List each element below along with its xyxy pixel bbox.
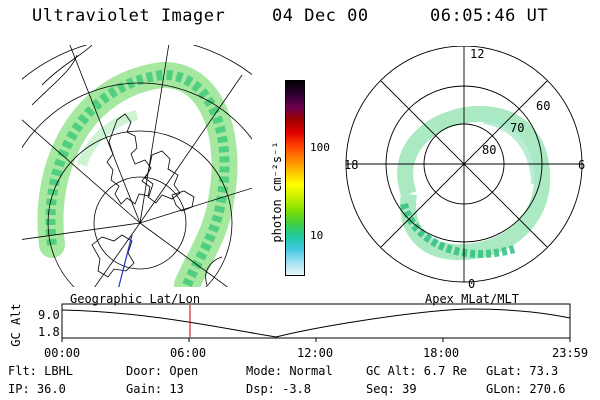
status-dsp: Dsp: -3.8 (246, 382, 312, 396)
coastline (106, 113, 154, 205)
alt-tick-9: 9.0 (38, 308, 60, 322)
time-tick-1800: 18:00 (423, 346, 460, 360)
status-glat: GLat: 73.3 (486, 364, 559, 378)
time-tick-2359: 23:59 (552, 346, 589, 360)
polar-panel-label: Apex MLat/MLT (425, 292, 519, 306)
mlt-label-6: 6 (578, 158, 585, 172)
colorbar-tick-10: 10 (310, 229, 324, 242)
status-gain: Gain: 13 (126, 382, 184, 396)
status-door: Door: Open (126, 364, 199, 378)
status-seq: Seq: 39 (366, 382, 417, 396)
auroral-oval-core (45, 69, 230, 287)
time-tick-0000: 00:00 (44, 346, 81, 360)
colorbar-tick-100: 100 (310, 141, 330, 154)
image-date: 04 Dec 00 (272, 6, 369, 26)
polar-oval-glow (397, 105, 551, 261)
polar-mlat-mlt-plot: 12 18 6 0 60 70 80 (344, 46, 585, 291)
colorbar (285, 80, 305, 276)
satellite-track (118, 234, 133, 287)
instrument-title: Ultraviolet Imager (32, 6, 226, 26)
geographic-auroral-image (22, 45, 252, 287)
status-filter: Flt: LBHL (8, 364, 74, 378)
status-ip: IP: 36.0 (8, 382, 66, 396)
mlat-label-80: 80 (482, 143, 496, 157)
status-gc-alt: GC Alt: 6.7 Re (366, 364, 468, 378)
mlt-label-0: 0 (468, 277, 475, 291)
mlt-label-12: 12 (470, 47, 484, 61)
image-time: 06:05:46 UT (430, 6, 549, 26)
time-tick-0600: 06:00 (170, 346, 207, 360)
status-mode: Mode: Normal (246, 364, 333, 378)
mlat-label-70: 70 (510, 121, 524, 135)
altitude-timeline (61, 303, 571, 342)
mlat-label-60: 60 (536, 99, 550, 113)
alt-axis-label: GC Alt (9, 303, 23, 347)
altitude-curve (61, 308, 571, 338)
mlt-label-18: 18 (344, 158, 358, 172)
alt-tick-1-8: 1.8 (38, 325, 60, 339)
geo-panel-label: Geographic Lat/Lon (70, 292, 201, 306)
colorbar-unit-label: photon cm⁻²s⁻¹ (270, 141, 284, 243)
time-tick-1200: 12:00 (297, 346, 334, 360)
status-glon: GLon: 270.6 (486, 382, 566, 396)
